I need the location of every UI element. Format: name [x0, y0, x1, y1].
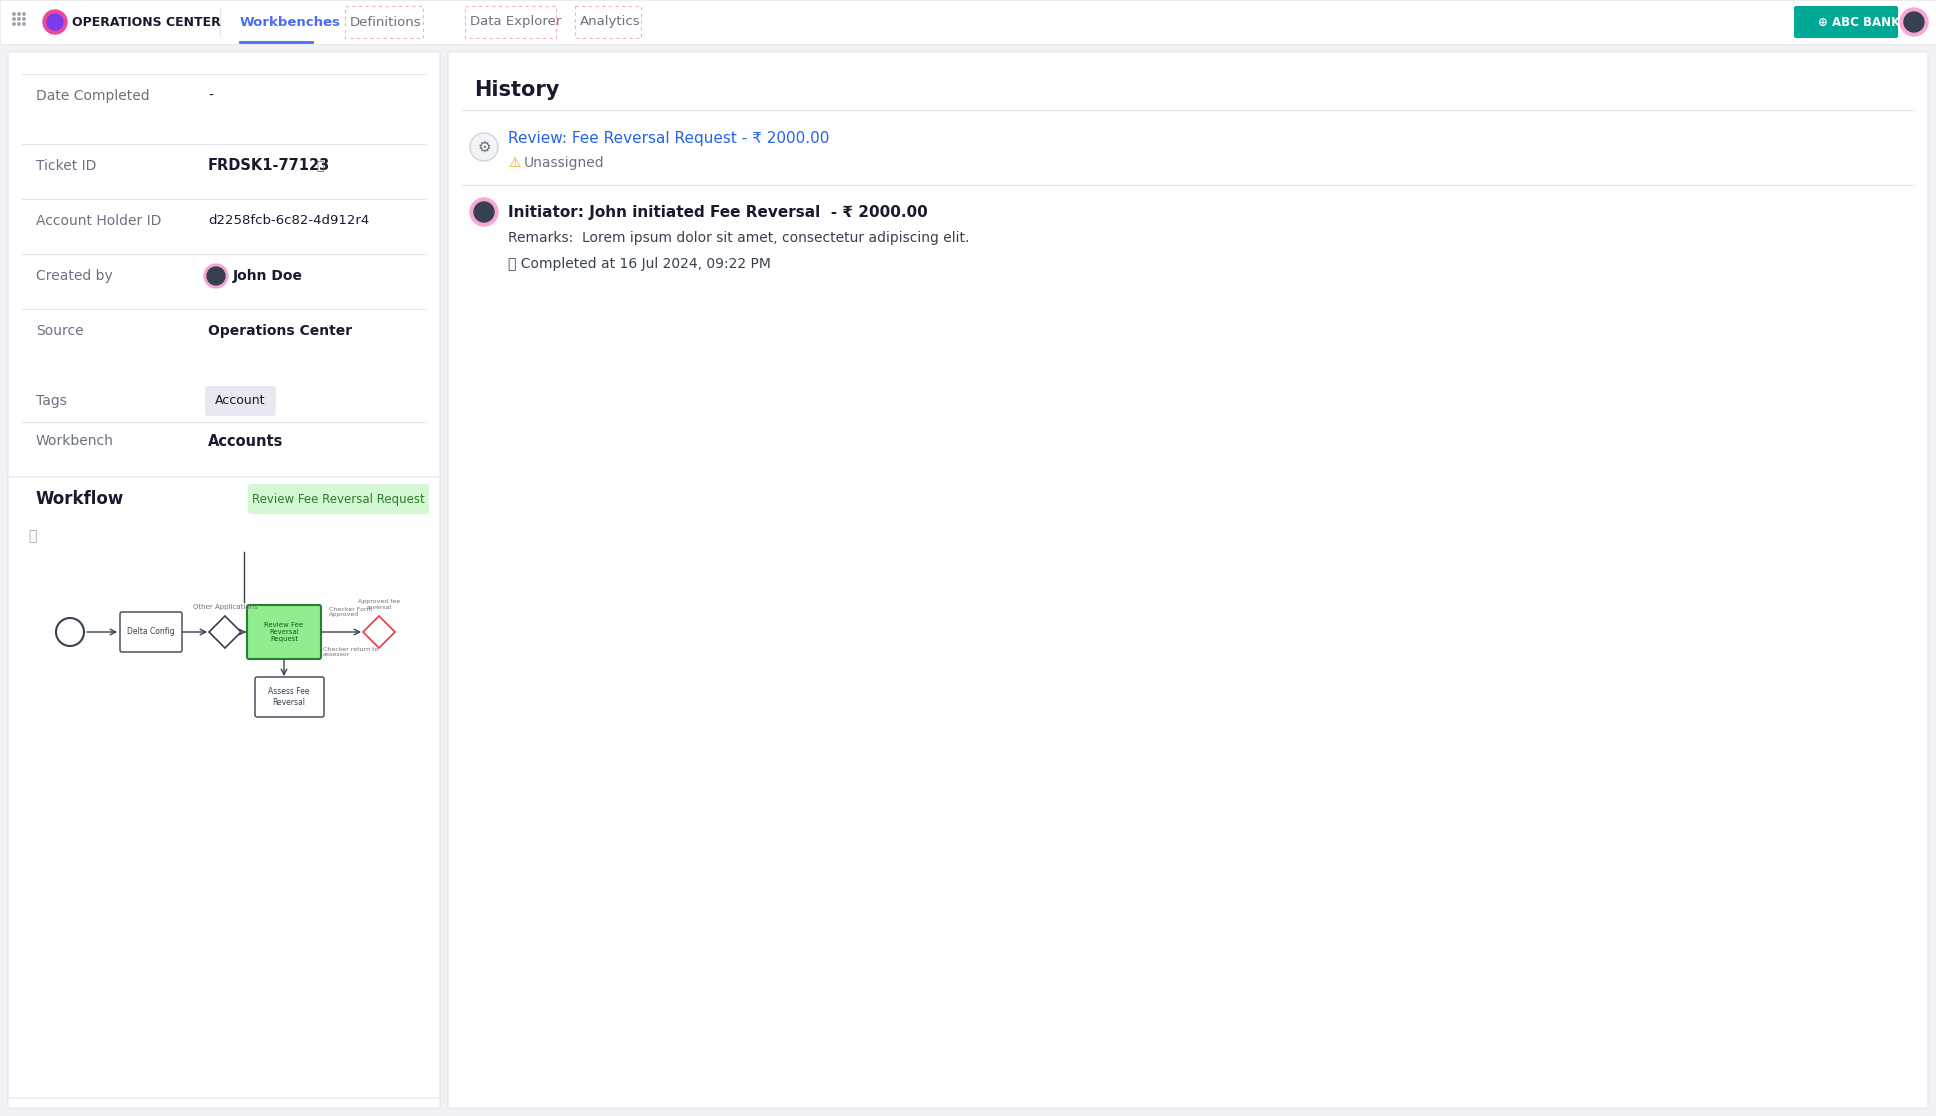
Text: Initiator: John initiated Fee Reversal  - ₹ 2000.00: Initiator: John initiated Fee Reversal -… — [507, 204, 927, 220]
Text: Workbenches: Workbenches — [240, 16, 341, 29]
Polygon shape — [364, 616, 395, 648]
Text: Review Fee Reversal Request: Review Fee Reversal Request — [252, 492, 424, 506]
FancyBboxPatch shape — [447, 52, 1928, 1108]
Circle shape — [14, 12, 15, 16]
Circle shape — [474, 202, 494, 222]
Circle shape — [17, 18, 19, 20]
Text: OPERATIONS CENTER: OPERATIONS CENTER — [72, 16, 221, 29]
Text: -: - — [207, 89, 213, 103]
FancyBboxPatch shape — [0, 0, 1936, 44]
Text: John Doe: John Doe — [232, 269, 304, 283]
Circle shape — [207, 267, 225, 285]
Circle shape — [43, 10, 68, 33]
Text: Created by: Created by — [37, 269, 112, 283]
Circle shape — [470, 133, 498, 161]
FancyBboxPatch shape — [205, 386, 277, 416]
Text: Account Holder ID: Account Holder ID — [37, 214, 161, 228]
Text: Ticket ID: Ticket ID — [37, 158, 97, 173]
Text: ⛓: ⛓ — [316, 160, 323, 173]
Text: ⊕ ABC BANK: ⊕ ABC BANK — [1818, 16, 1901, 29]
Text: Data Explorer: Data Explorer — [470, 16, 561, 29]
Text: Account: Account — [215, 394, 265, 407]
Text: ⚙: ⚙ — [476, 140, 492, 154]
Circle shape — [46, 15, 64, 30]
FancyBboxPatch shape — [256, 677, 323, 716]
Text: d2258fcb-6c82-4d912r4: d2258fcb-6c82-4d912r4 — [207, 214, 370, 228]
Text: Review Fee
Reversal
Request: Review Fee Reversal Request — [265, 622, 304, 642]
Text: Assess Fee
Reversal: Assess Fee Reversal — [269, 687, 310, 706]
Text: Workbench: Workbench — [37, 434, 114, 448]
FancyBboxPatch shape — [120, 612, 182, 652]
FancyBboxPatch shape — [8, 477, 439, 1098]
Text: Approved fee
reversal: Approved fee reversal — [358, 599, 401, 610]
Circle shape — [1899, 8, 1928, 36]
FancyBboxPatch shape — [248, 605, 321, 660]
Text: Accounts: Accounts — [207, 433, 283, 449]
Text: Remarks:  Lorem ipsum dolor sit amet, consectetur adipiscing elit.: Remarks: Lorem ipsum dolor sit amet, con… — [507, 231, 970, 246]
Text: Analytics: Analytics — [581, 16, 641, 29]
Circle shape — [470, 198, 498, 227]
Circle shape — [1903, 12, 1924, 32]
Text: Delta Config: Delta Config — [128, 627, 174, 636]
Circle shape — [203, 264, 228, 288]
Text: ⚠: ⚠ — [507, 156, 521, 170]
Circle shape — [14, 22, 15, 26]
Text: Unassigned: Unassigned — [525, 156, 604, 170]
Text: Definitions: Definitions — [350, 16, 422, 29]
Circle shape — [17, 22, 19, 26]
FancyBboxPatch shape — [8, 52, 439, 1108]
FancyBboxPatch shape — [1795, 6, 1897, 38]
Circle shape — [23, 18, 25, 20]
Polygon shape — [209, 616, 240, 648]
FancyBboxPatch shape — [248, 484, 430, 514]
Text: Review: Fee Reversal Request - ₹ 2000.00: Review: Fee Reversal Request - ₹ 2000.00 — [507, 132, 829, 146]
Circle shape — [14, 18, 15, 20]
Text: Date Completed: Date Completed — [37, 89, 149, 103]
Circle shape — [23, 22, 25, 26]
Text: FRDSK1-77123: FRDSK1-77123 — [207, 158, 331, 173]
Text: Checker return to
assessor: Checker return to assessor — [323, 646, 379, 657]
Text: History: History — [474, 80, 560, 100]
Text: Checker Form
Approved: Checker Form Approved — [329, 607, 372, 617]
Text: Other Applications: Other Applications — [192, 604, 257, 610]
Text: Source: Source — [37, 324, 83, 338]
Text: ⤢: ⤢ — [27, 529, 37, 543]
Circle shape — [23, 12, 25, 16]
Text: Tags: Tags — [37, 394, 68, 408]
Text: ✅ Completed at 16 Jul 2024, 09:22 PM: ✅ Completed at 16 Jul 2024, 09:22 PM — [507, 257, 771, 271]
Text: Operations Center: Operations Center — [207, 324, 352, 338]
Text: Workflow: Workflow — [37, 490, 124, 508]
Circle shape — [17, 12, 19, 16]
